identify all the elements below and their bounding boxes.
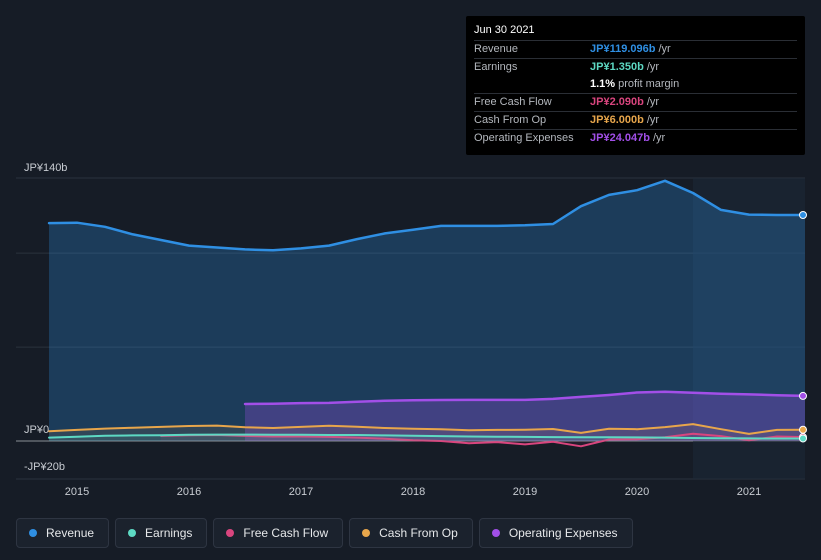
axis-layer: JP¥140b JP¥0 -JP¥20b xyxy=(24,162,67,473)
legend-item-revenue[interactable]: Revenue xyxy=(16,518,110,548)
cfo-line xyxy=(48,423,806,435)
tooltip-row: Operating Expenses JP¥24.047b/yr xyxy=(474,129,797,147)
tooltip-row-label: Operating Expenses xyxy=(474,132,574,144)
revenue-line xyxy=(47,179,807,252)
tooltip-row-value: JP¥24.047b/yr xyxy=(590,132,666,144)
x-tick-label: 2016 xyxy=(177,486,201,498)
cfo-end-marker xyxy=(799,425,807,434)
x-axis-ticks: 2015 2016 2017 2018 2019 2020 2021 xyxy=(65,486,761,498)
tooltip-row-label: Cash From Op xyxy=(474,114,547,126)
x-tick-label: 2020 xyxy=(625,486,649,498)
y-axis-label-top: JP¥140b xyxy=(24,162,67,174)
revenue-end-marker xyxy=(799,211,807,220)
grid-lines xyxy=(16,177,805,480)
tooltip-date: Jun 30 2021 xyxy=(474,24,535,36)
tooltip-row: Earnings JP¥1.350b/yr xyxy=(474,58,797,76)
legend-label: Free Cash Flow xyxy=(243,526,329,540)
tooltip-row: Free Cash Flow JP¥2.090b/yr xyxy=(474,93,797,111)
tooltip-row-value: JP¥2.090b/yr xyxy=(590,96,660,108)
legend-item-cash-from-op[interactable]: Cash From Op xyxy=(349,518,473,548)
tooltip-row: 1.1% profit margin xyxy=(474,76,797,93)
legend-dot-icon xyxy=(362,529,371,537)
revenue-area xyxy=(49,180,805,442)
tooltip-row: Revenue JP¥119.096b/yr xyxy=(474,40,797,58)
y-axis-label-zero: JP¥0 xyxy=(24,424,49,436)
tooltip-row-value: JP¥6.000b/yr xyxy=(590,114,660,126)
tooltip-row: Cash From Op JP¥6.000b/yr xyxy=(474,111,797,129)
fcf-line xyxy=(160,432,806,448)
x-tick-label: 2015 xyxy=(65,486,89,498)
legend-label: Operating Expenses xyxy=(508,526,618,540)
legend-dot-icon xyxy=(29,529,37,537)
x-tick-label: 2017 xyxy=(289,486,313,498)
x-tick-label: 2018 xyxy=(401,486,425,498)
legend-item-operating-expenses[interactable]: Operating Expenses xyxy=(478,518,633,548)
opex-line xyxy=(243,390,807,406)
tooltip-row-label: Revenue xyxy=(474,43,519,55)
tooltip-row-label xyxy=(474,76,590,93)
legend-label: Cash From Op xyxy=(379,526,458,540)
tooltip-row-value: JP¥119.096b/yr xyxy=(590,43,671,55)
tooltip-row-label: Free Cash Flow xyxy=(474,96,552,108)
tooltip-row-value: 1.1% profit margin xyxy=(590,78,680,90)
earnings-line xyxy=(48,433,806,440)
x-tick-label: 2021 xyxy=(737,486,761,498)
y-axis-label-bottom: -JP¥20b xyxy=(24,461,65,473)
financial-chart: JP¥140b JP¥0 -JP¥20b 2015 2016 2017 2018 201… xyxy=(16,162,807,498)
legend-label: Revenue xyxy=(46,526,95,540)
legend-item-earnings[interactable]: Earnings xyxy=(115,518,208,548)
series-layer xyxy=(47,179,807,448)
tooltip-row-label: Earnings xyxy=(474,61,518,73)
opex-end-marker xyxy=(799,391,807,400)
earnings-end-marker xyxy=(799,434,807,443)
chart-legend: Revenue Earnings Free Cash Flow Cash From O… xyxy=(16,518,633,548)
legend-label: Earnings xyxy=(145,526,193,540)
legend-dot-icon xyxy=(128,529,137,537)
x-tick-label: 2019 xyxy=(513,486,537,498)
legend-item-free-cash-flow[interactable]: Free Cash Flow xyxy=(213,518,344,548)
data-tooltip: Jun 30 2021 Revenue JP¥119.096b/yr Earning… xyxy=(466,16,805,155)
legend-dot-icon xyxy=(226,529,235,537)
tooltip-row-value: JP¥1.350b/yr xyxy=(590,61,660,73)
legend-dot-icon xyxy=(491,529,500,537)
earnings-area xyxy=(49,434,805,441)
